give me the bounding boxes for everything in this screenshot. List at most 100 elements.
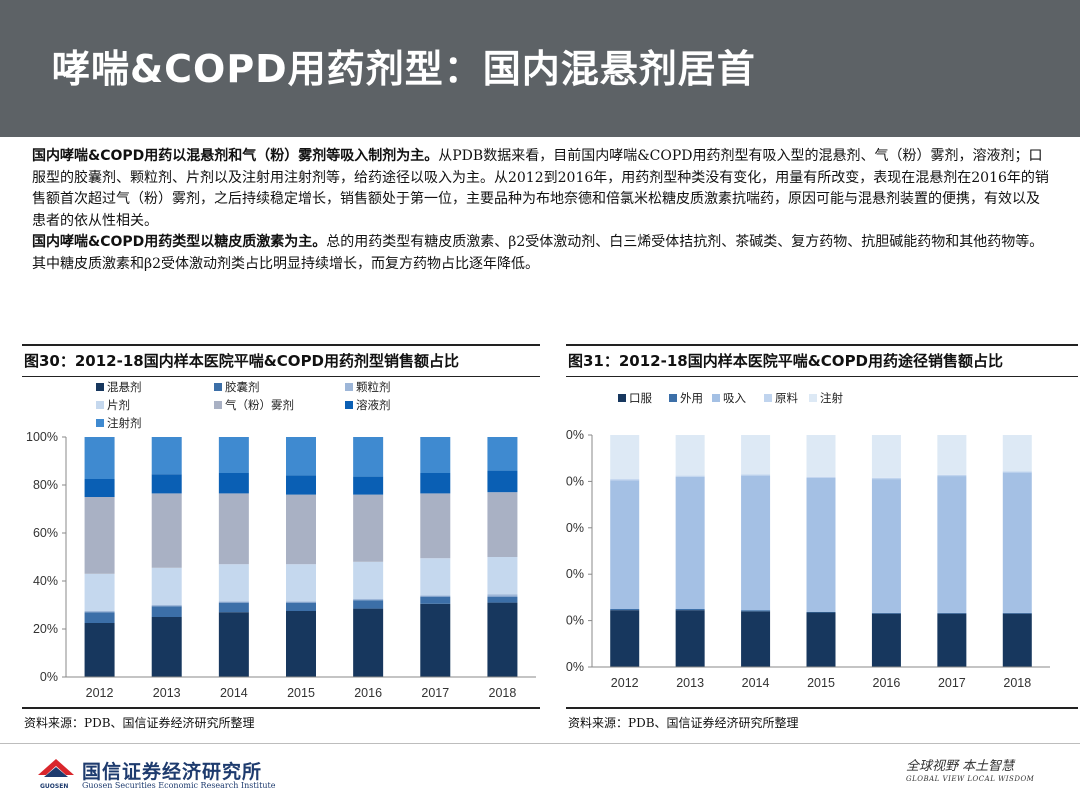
slogan-cn: 全球视野 本土智慧 xyxy=(906,759,1015,774)
legend-label: 溶液剂 xyxy=(356,398,391,412)
bar-segment xyxy=(286,611,316,677)
legend-label: 原料 xyxy=(775,391,798,405)
logo-small-text: GUOSEN xyxy=(40,783,69,790)
y-tick-label: 20% xyxy=(33,622,58,636)
figure30-panel: 图30：2012-18国内样本医院平喘&COPD用药剂型销售额占比 混悬剂 胶囊剂… xyxy=(22,344,540,744)
bar-segment xyxy=(937,435,967,475)
bar-segment xyxy=(84,497,115,574)
legend-swatch xyxy=(669,394,677,402)
y-tick-label: 0% xyxy=(566,660,584,674)
x-tick-label: 2015 xyxy=(807,676,835,690)
x-tick-label: 2013 xyxy=(153,686,181,700)
legend-swatch xyxy=(214,383,222,391)
title-bar: 哮喘&COPD用药剂型：国内混悬剂居首 xyxy=(0,0,1080,137)
bar-segment xyxy=(218,564,249,602)
legend-label: 气（粉）雾剂 xyxy=(225,398,294,412)
bar-segment xyxy=(610,479,640,481)
legend-item: 溶液剂 xyxy=(345,397,391,413)
y-tick-label: 40% xyxy=(33,574,58,588)
bar-segment xyxy=(353,600,384,609)
bar-segment xyxy=(806,611,836,613)
bar-segment xyxy=(741,611,771,667)
figure30-chart: 0% 20% 40% 60% 80% 100% 2012 2013 2014 2015 2016 20… xyxy=(26,430,536,700)
bar-segment xyxy=(937,613,967,667)
bar-segment xyxy=(1002,471,1032,473)
bar-segment xyxy=(675,610,705,667)
y-tick-label: 20% xyxy=(566,614,584,628)
bar-segment xyxy=(871,477,901,480)
bar-segment xyxy=(286,437,316,476)
figure31-bottom-rule xyxy=(566,707,1078,709)
bar-segment xyxy=(937,474,967,477)
bar-segment xyxy=(151,606,182,617)
figure31-title-rule xyxy=(566,376,1078,377)
bar-segment xyxy=(420,603,451,677)
bar-segment xyxy=(151,605,182,607)
legend-item: 胶囊剂 xyxy=(214,379,260,395)
bar-segment xyxy=(871,613,901,667)
legend-label: 外用 xyxy=(680,391,703,405)
x-tick-label: 2018 xyxy=(1003,676,1031,690)
legend-swatch xyxy=(96,419,104,427)
x-tick-label: 2012 xyxy=(611,676,639,690)
figure31-source: 资料来源：PDB、国信证券经济研究所整理 xyxy=(568,716,799,730)
bar-segment xyxy=(151,493,182,568)
bar-segment xyxy=(610,609,640,611)
bar-segment xyxy=(218,612,249,677)
company-name: 国信证券经济研究所 xyxy=(82,761,263,783)
bar-segment xyxy=(741,435,771,475)
footer-rule xyxy=(0,743,1080,744)
bar-segment xyxy=(218,473,249,494)
x-tick-label: 2018 xyxy=(489,686,517,700)
legend-item: 注射 xyxy=(809,390,843,406)
bar-segment xyxy=(937,476,967,613)
legend-label: 注射剂 xyxy=(107,416,142,430)
y-tick-label: 60% xyxy=(566,521,584,535)
y-tick-label: 100% xyxy=(566,428,584,442)
legend-swatch xyxy=(96,383,104,391)
figure31-panel: 图31：2012-18国内样本医院平喘&COPD用药途径销售额占比 口服 外用 吸入… xyxy=(566,344,1078,744)
bar-segment xyxy=(610,435,640,480)
bar-segment xyxy=(84,437,115,479)
bar-segment xyxy=(420,493,451,559)
bar-segment xyxy=(353,608,384,677)
bar-segment xyxy=(151,474,182,494)
legend-swatch xyxy=(96,401,104,409)
x-tick-label: 2014 xyxy=(742,676,770,690)
bar-segment xyxy=(806,476,836,478)
bar-segment xyxy=(487,596,518,603)
page-title: 哮喘&COPD用药剂型：国内混悬剂居首 xyxy=(52,47,756,91)
y-tick-label: 80% xyxy=(33,478,58,492)
bar-segment xyxy=(420,437,451,473)
x-tick-label: 2013 xyxy=(676,676,704,690)
bar-segment xyxy=(487,492,518,557)
bar-segment xyxy=(610,480,640,609)
bar-segment xyxy=(84,612,115,623)
legend-item: 口服 xyxy=(618,390,652,406)
legend-label: 颗粒剂 xyxy=(356,380,391,394)
intro-paragraph-1: 国内哮喘&COPD用药以混悬剂和气（粉）雾剂等吸入制剂为主。从PDB数据来看，目… xyxy=(32,146,1052,232)
x-tick-label: 2017 xyxy=(938,676,966,690)
bar-segment xyxy=(151,437,182,475)
bar-segment xyxy=(806,477,836,612)
figure31-top-rule xyxy=(566,344,1078,346)
figure30-top-rule xyxy=(22,344,540,346)
intro-paragraph-2: 国内哮喘&COPD用药类型以糖皮质激素为主。总的用药类型有糖皮质激素、β2受体激… xyxy=(32,232,1052,275)
intro-p2-bold: 国内哮喘&COPD用药类型以糖皮质激素为主。 xyxy=(32,234,327,250)
legend-label: 口服 xyxy=(629,391,652,405)
intro-p2-text: 总的用药类型有糖皮质激素、β2受体激动剂、白三烯受体拮抗剂、茶碱类、复方药物、抗… xyxy=(32,234,1044,272)
bar-segment xyxy=(675,475,705,477)
bar-segment xyxy=(353,494,384,562)
bar-segment xyxy=(84,573,115,611)
bar-segment xyxy=(353,599,384,601)
legend-item: 原料 xyxy=(764,390,798,406)
bar-segment xyxy=(806,612,836,667)
bar-segment xyxy=(871,435,901,478)
bar-segment xyxy=(1002,613,1032,667)
legend-swatch xyxy=(764,394,772,402)
legend-item: 注射剂 xyxy=(96,415,142,431)
bar-segment xyxy=(151,567,182,605)
figure31-title: 图31：2012-18国内样本医院平喘&COPD用药途径销售额占比 xyxy=(568,352,1004,370)
bar-segment xyxy=(151,617,182,677)
intro-p1-bold: 国内哮喘&COPD用药以混悬剂和气（粉）雾剂等吸入制剂为主。 xyxy=(32,148,439,164)
